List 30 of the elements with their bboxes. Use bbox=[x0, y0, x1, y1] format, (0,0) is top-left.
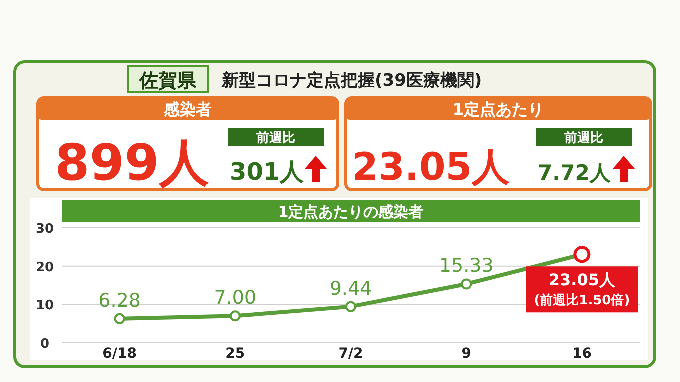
annotation: 23.05人 bbox=[548, 270, 617, 290]
text: 899人 bbox=[55, 134, 210, 192]
text: 感染者 bbox=[163, 100, 212, 119]
text: 前週比 bbox=[256, 131, 296, 146]
point bbox=[346, 301, 356, 312]
chart-title: 1定点あたりの感染者 bbox=[278, 203, 424, 221]
data-label: 6.28 bbox=[98, 290, 141, 312]
point bbox=[461, 278, 472, 290]
data-label: 15.33 bbox=[439, 255, 494, 278]
text: 佐賀県 bbox=[138, 70, 198, 92]
text: 23.05人 bbox=[352, 145, 510, 189]
data-label: 7.00 bbox=[214, 287, 257, 310]
y-tick-label: 0 bbox=[40, 337, 50, 352]
text: 前週比 bbox=[564, 131, 604, 146]
y-tick-label: 30 bbox=[36, 222, 54, 237]
point bbox=[114, 313, 126, 324]
annotation: (前週比1.50倍) bbox=[534, 292, 630, 309]
text: 7.72人 bbox=[538, 161, 612, 185]
x-tick-label: 9 bbox=[462, 346, 472, 362]
x-tick-label: 7/2 bbox=[338, 346, 364, 362]
y-tick-label: 20 bbox=[36, 260, 54, 276]
text: 新型コロナ定点把握(39医療機関) bbox=[221, 71, 482, 91]
x-tick-label: 16 bbox=[572, 346, 592, 362]
text: 1定点あたり bbox=[452, 100, 544, 119]
text: 301人 bbox=[230, 158, 306, 186]
point bbox=[230, 310, 241, 322]
x-tick-label: 6/18 bbox=[102, 346, 137, 362]
y-tick-label: 10 bbox=[36, 298, 54, 314]
data-label: 9.44 bbox=[330, 278, 372, 300]
x-tick-label: 25 bbox=[226, 346, 246, 362]
